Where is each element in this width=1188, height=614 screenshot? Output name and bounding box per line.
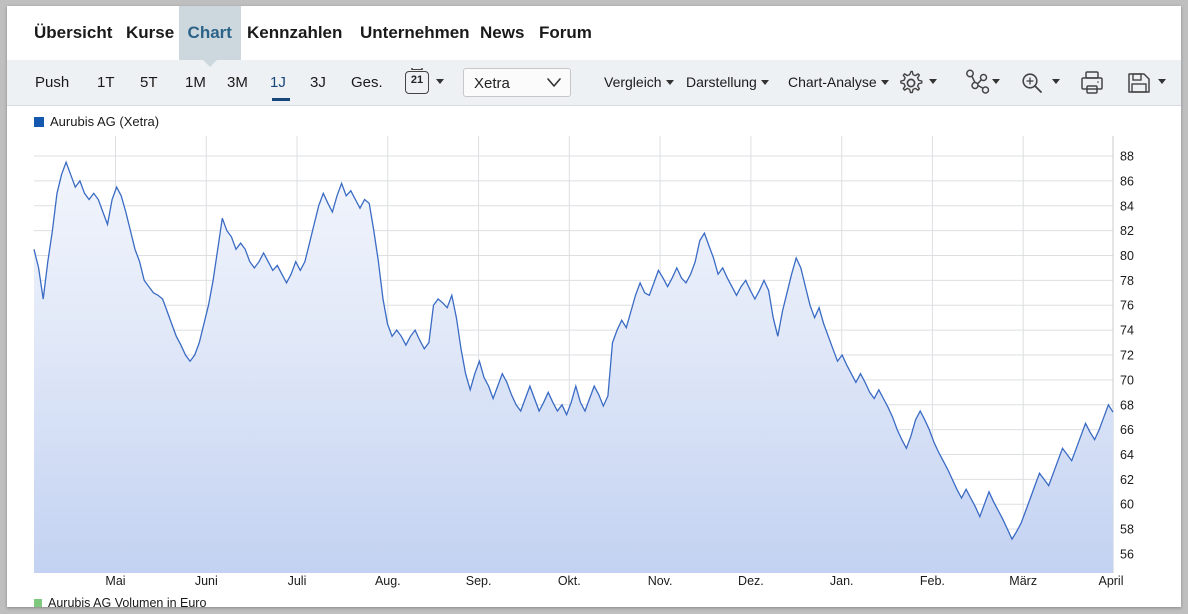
- svg-text:Dez.: Dez.: [738, 574, 764, 588]
- svg-text:Sep.: Sep.: [466, 574, 492, 588]
- svg-text:78: 78: [1120, 274, 1134, 288]
- svg-text:60: 60: [1120, 498, 1134, 512]
- svg-text:74: 74: [1120, 324, 1134, 338]
- svg-text:März: März: [1009, 574, 1037, 588]
- svg-text:68: 68: [1120, 398, 1134, 412]
- svg-text:82: 82: [1120, 224, 1134, 238]
- svg-text:70: 70: [1120, 373, 1134, 387]
- svg-text:Mai: Mai: [105, 574, 125, 588]
- svg-text:64: 64: [1120, 448, 1134, 462]
- svg-text:72: 72: [1120, 349, 1134, 363]
- svg-text:Juni: Juni: [195, 574, 218, 588]
- svg-text:Feb.: Feb.: [920, 574, 945, 588]
- svg-text:Juli: Juli: [288, 574, 307, 588]
- svg-text:86: 86: [1120, 174, 1134, 188]
- svg-text:88: 88: [1120, 150, 1134, 164]
- svg-text:56: 56: [1120, 548, 1134, 562]
- svg-text:58: 58: [1120, 523, 1134, 537]
- svg-text:80: 80: [1120, 249, 1134, 263]
- svg-text:Aug.: Aug.: [375, 574, 401, 588]
- svg-text:76: 76: [1120, 299, 1134, 313]
- svg-text:62: 62: [1120, 473, 1134, 487]
- svg-text:Jan.: Jan.: [830, 574, 854, 588]
- svg-text:Nov.: Nov.: [648, 574, 673, 588]
- svg-text:84: 84: [1120, 199, 1134, 213]
- svg-text:Okt.: Okt.: [558, 574, 581, 588]
- svg-text:66: 66: [1120, 423, 1134, 437]
- svg-text:April: April: [1098, 574, 1123, 588]
